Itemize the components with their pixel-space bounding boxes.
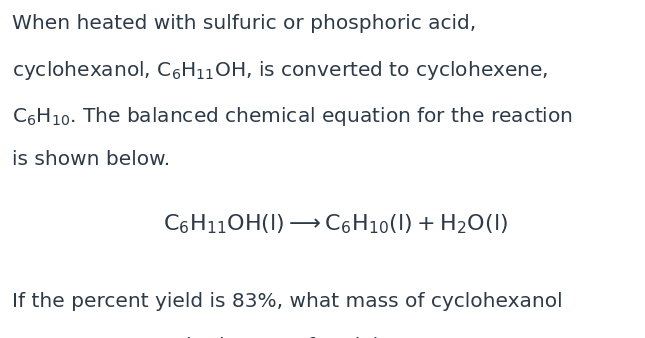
Text: When heated with sulfuric or phosphoric acid,: When heated with sulfuric or phosphoric … [12, 14, 476, 32]
Text: is shown below.: is shown below. [12, 150, 170, 169]
Text: If the percent yield is 83%, what mass of cyclohexanol: If the percent yield is 83%, what mass o… [12, 292, 562, 311]
Text: $\mathregular{C_6H_{11}OH(l) \longrightarrow C_6H_{10}(l) + H_2O(l)}$: $\mathregular{C_6H_{11}OH(l) \longrighta… [163, 212, 508, 236]
Text: $\mathregular{C_6H_{10}}$. The balanced chemical equation for the reaction: $\mathregular{C_6H_{10}}$. The balanced … [12, 105, 573, 128]
Text: cyclohexanol, $\mathregular{C_6H_{11}OH}$, is converted to cyclohexene,: cyclohexanol, $\mathregular{C_6H_{11}OH}… [12, 59, 548, 82]
Text: must we use to obtain 25 g of cyclohexene?: must we use to obtain 25 g of cyclohexen… [12, 337, 457, 338]
